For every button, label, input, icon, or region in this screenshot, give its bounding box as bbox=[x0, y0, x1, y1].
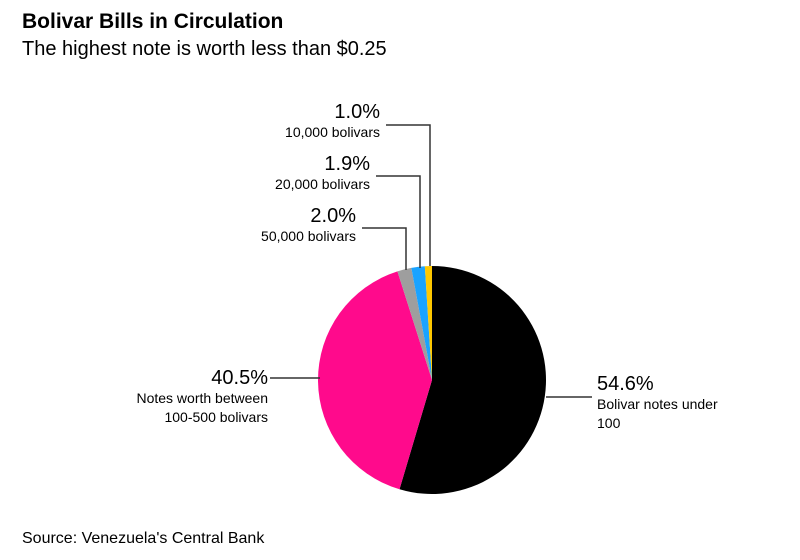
slice-label-2-0: 50,000 bolivars bbox=[261, 228, 356, 244]
leader-line-3 bbox=[376, 175, 421, 268]
pie-slice-4 bbox=[424, 266, 432, 380]
chart-title: Bolivar Bills in Circulation bbox=[22, 10, 284, 33]
slice-label-0-1: 100 bbox=[597, 415, 621, 431]
chart-subtitle: The highest note is worth less than $0.2… bbox=[22, 38, 387, 60]
slice-label-0-0: Bolivar notes under bbox=[597, 396, 718, 412]
slice-label-4-0: 10,000 bolivars bbox=[285, 124, 380, 140]
leader-line-4 bbox=[386, 124, 431, 266]
slice-label-1-1: 100-500 bolivars bbox=[164, 409, 268, 425]
pie-slice-3 bbox=[411, 266, 432, 380]
pie-slice-0 bbox=[399, 266, 546, 494]
leader-line-2 bbox=[362, 227, 407, 270]
pct-label-3: 1.9% bbox=[324, 153, 370, 175]
slice-label-3-0: 20,000 bolivars bbox=[275, 176, 370, 192]
slice-label-1-0: Notes worth between bbox=[136, 390, 268, 406]
pct-label-0: 54.6% bbox=[597, 373, 654, 395]
pie-slice-2 bbox=[397, 267, 432, 380]
source-note: Source: Venezuela's Central Bank bbox=[22, 530, 265, 547]
pct-label-2: 2.0% bbox=[310, 205, 356, 227]
pct-label-1: 40.5% bbox=[211, 367, 268, 389]
pct-label-4: 1.0% bbox=[334, 101, 380, 123]
pie-slice-1 bbox=[317, 271, 432, 490]
